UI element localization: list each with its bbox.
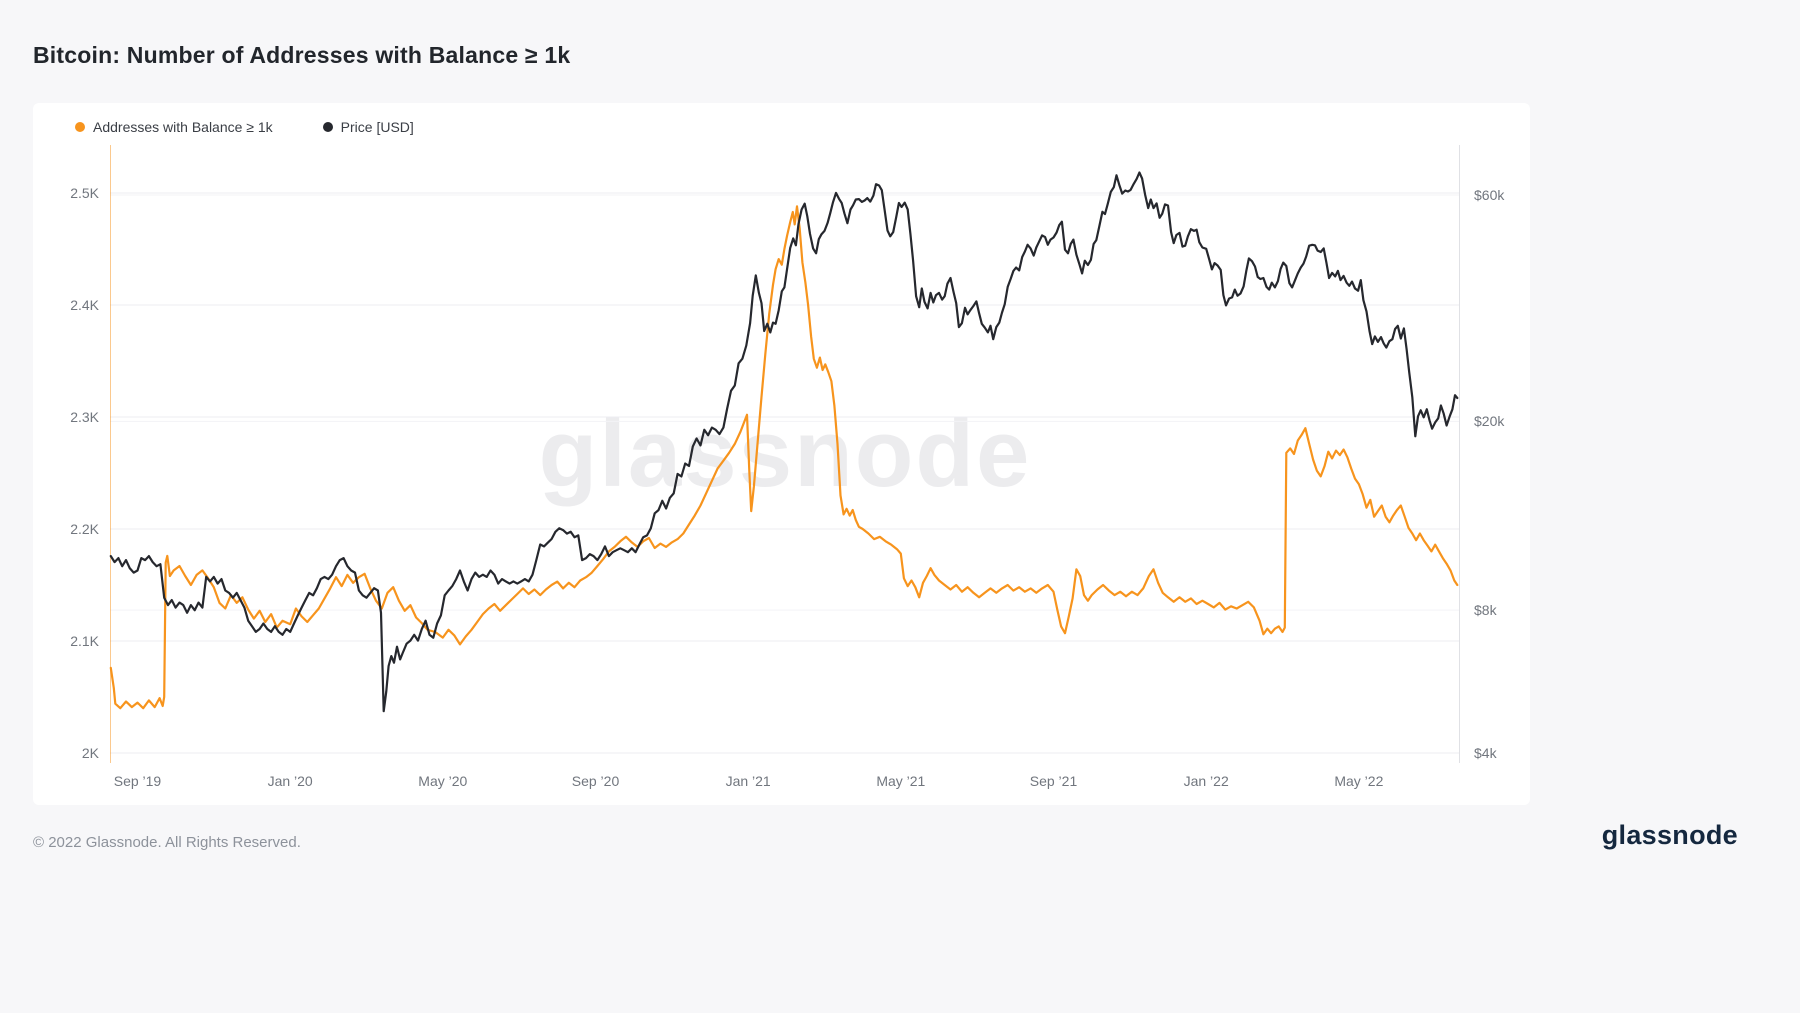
x-axis-label: Sep ’21 [1029, 773, 1078, 789]
x-axis-label: Jan ’20 [267, 773, 313, 789]
chart-canvas [109, 145, 1460, 763]
chart-legend: Addresses with Balance ≥ 1k Price [USD] [75, 119, 414, 135]
glassnode-logo[interactable]: glassnode [1601, 820, 1738, 850]
x-axis-label: Jan ’22 [1183, 773, 1229, 789]
legend-swatch-price-icon [322, 122, 333, 132]
price-line [109, 171, 1459, 713]
x-axis-label: May ’21 [876, 773, 926, 789]
y-axis-left-label: 2.1K [70, 633, 99, 649]
chart-card: Addresses with Balance ≥ 1k Price [USD] … [33, 103, 1530, 805]
addresses-line [109, 205, 1459, 710]
footer-copyright: © 2022 Glassnode. All Rights Reserved. [33, 834, 301, 851]
legend-label-price: Price [USD] [340, 119, 414, 135]
plot-area[interactable]: glassnode 2.5K 2.4K 2.3K 2.2K 2.1K 2K $60k $20… [33, 103, 1530, 805]
x-axis-label: May ’20 [418, 773, 468, 789]
y-axis-right-label: $8k [1474, 602, 1497, 619]
y-axis-left-label: 2.2K [70, 521, 99, 537]
x-axis-label: Jan ’21 [725, 773, 771, 789]
y-axis-left-label: 2.3K [70, 409, 99, 425]
y-axis-left-label: 2.5K [70, 185, 99, 201]
x-axis: Sep ’19 Jan ’20 May ’20 Sep ’20 Jan ’21 May ’… [110, 773, 1460, 793]
legend-swatch-addresses-icon [75, 122, 85, 132]
y-axis-right-label: $60k [1474, 186, 1505, 203]
y-axis-right-label: $20k [1474, 413, 1505, 430]
x-axis-label: May ’22 [1334, 773, 1384, 789]
y-axis-right: $60k $20k $8k $4k [1474, 145, 1530, 763]
x-axis-label: Sep ’19 [113, 773, 162, 789]
y-axis-left-label: 2.4K [70, 297, 99, 313]
y-axis-left: 2.5K 2.4K 2.3K 2.2K 2.1K 2K [33, 145, 99, 763]
legend-item-addresses[interactable]: Addresses with Balance ≥ 1k [75, 119, 273, 135]
x-axis-label: Sep ’20 [571, 773, 620, 789]
y-axis-right-label: $4k [1474, 745, 1497, 761]
legend-label-addresses: Addresses with Balance ≥ 1k [93, 119, 273, 135]
legend-item-price[interactable]: Price [USD] [322, 119, 414, 135]
page-title: Bitcoin: Number of Addresses with Balanc… [33, 42, 571, 68]
y-axis-left-label: 2K [81, 745, 99, 761]
